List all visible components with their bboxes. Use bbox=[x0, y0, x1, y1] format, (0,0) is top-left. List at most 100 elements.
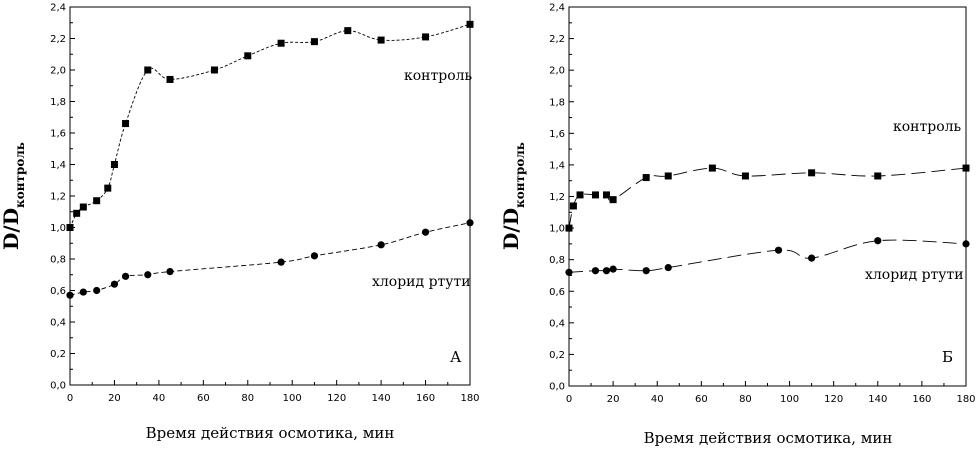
y-tick-label: 1,8 bbox=[549, 97, 565, 108]
data-point-mercury-chloride bbox=[962, 240, 970, 248]
panel-label: А bbox=[450, 348, 462, 366]
annotation-control: контроль bbox=[893, 119, 962, 135]
data-point-mercury-chloride bbox=[144, 271, 152, 279]
y-axis-label-main: D/D bbox=[0, 208, 23, 250]
data-point-control bbox=[377, 36, 385, 44]
y-tick-label: 0,0 bbox=[50, 381, 66, 392]
data-point-control bbox=[122, 120, 130, 128]
data-point-control bbox=[73, 209, 81, 217]
y-tick-label: 2,2 bbox=[549, 34, 565, 45]
data-point-mercury-chloride bbox=[310, 252, 319, 260]
data-point-control bbox=[244, 52, 252, 60]
x-tick-label: 40 bbox=[651, 394, 664, 405]
x-tick-label: 0 bbox=[67, 393, 73, 404]
data-point-control bbox=[642, 174, 650, 182]
plot-frame bbox=[69, 6, 471, 386]
x-tick-label: 20 bbox=[108, 393, 121, 404]
series-line-mercury-chloride bbox=[568, 239, 967, 273]
chart-panel-a: 0,0 0,2 0,4 0,6 0,8 1,0 1,2 1,4 1,6 1,8 2,0 2,2 2,4 0… bbox=[0, 3, 480, 443]
y-tick-label: 1,2 bbox=[549, 192, 565, 203]
data-point-control bbox=[79, 203, 87, 211]
annotation-mercury-chloride: хлорид ртути bbox=[865, 267, 964, 283]
x-tick-label: 180 bbox=[460, 393, 479, 404]
data-point-mercury-chloride bbox=[874, 237, 882, 245]
data-point-control bbox=[591, 191, 599, 199]
y-axis-label-sub: контроль bbox=[13, 142, 27, 208]
x-tick-label: 80 bbox=[241, 393, 254, 404]
data-point-control bbox=[104, 184, 112, 192]
y-tick-label: 1,0 bbox=[549, 224, 565, 235]
y-tick-label: 2,0 bbox=[50, 66, 66, 77]
y-tick-label: 1,2 bbox=[50, 192, 66, 203]
x-tick-label: 0 bbox=[566, 394, 572, 405]
data-point-control bbox=[808, 169, 816, 177]
data-point-mercury-chloride bbox=[808, 254, 816, 262]
y-tick-label: 0,4 bbox=[50, 318, 66, 329]
x-tick-label: 60 bbox=[695, 394, 708, 405]
y-tick-label: 0,2 bbox=[50, 349, 66, 360]
y-tick-label: 0,8 bbox=[50, 255, 66, 266]
y-axis-label: D/Dконтроль bbox=[0, 142, 27, 250]
data-point-mercury-chloride bbox=[466, 219, 474, 227]
plot-frame bbox=[568, 6, 967, 387]
x-tick-label: 100 bbox=[283, 393, 302, 404]
data-point-mercury-chloride bbox=[79, 288, 87, 296]
x-tick-label: 120 bbox=[327, 393, 346, 404]
annotation-control: контроль bbox=[404, 68, 473, 84]
data-point-mercury-chloride bbox=[421, 228, 430, 236]
x-tick-label: 140 bbox=[372, 393, 391, 404]
data-point-control bbox=[962, 164, 970, 172]
x-tick-label: 40 bbox=[153, 393, 166, 404]
data-point-control bbox=[874, 172, 882, 180]
y-tick-label: 2,4 bbox=[50, 3, 66, 14]
data-point-mercury-chloride bbox=[642, 267, 650, 275]
y-tick-label: 1,6 bbox=[50, 129, 66, 140]
y-tick-label: 2,2 bbox=[50, 34, 66, 45]
data-point-control bbox=[277, 39, 285, 47]
y-tick-label: 0,0 bbox=[549, 382, 565, 393]
data-point-control bbox=[144, 66, 152, 74]
data-point-control bbox=[166, 75, 174, 83]
data-point-control bbox=[708, 164, 716, 172]
y-tick-label: 1,4 bbox=[50, 160, 66, 171]
x-axis-label: Время действия осмотика, мин bbox=[644, 429, 893, 447]
data-point-control bbox=[565, 224, 573, 232]
y-tick-label: 0,6 bbox=[549, 287, 565, 298]
x-axis-label: Время действия осмотика, мин bbox=[146, 424, 395, 442]
data-point-control bbox=[344, 27, 352, 35]
chart-panel-b: 0,0 0,2 0,4 0,6 0,8 1,0 1,2 1,4 1,6 1,8 2,0 2,2 2,4 0… bbox=[499, 3, 976, 448]
data-point-control bbox=[66, 224, 74, 231]
y-tick-label: 1,6 bbox=[549, 129, 565, 140]
y-tick-label: 2,4 bbox=[549, 3, 565, 14]
data-point-mercury-chloride bbox=[565, 268, 573, 276]
data-point-mercury-chloride bbox=[93, 286, 101, 295]
x-tick-label: 180 bbox=[956, 394, 975, 405]
data-point-control bbox=[110, 161, 118, 168]
data-point-mercury-chloride bbox=[66, 291, 74, 299]
data-point-mercury-chloride bbox=[277, 258, 285, 266]
data-point-mercury-chloride bbox=[591, 267, 600, 275]
data-point-control bbox=[93, 197, 101, 205]
data-point-control bbox=[310, 38, 318, 46]
data-point-mercury-chloride bbox=[166, 268, 174, 276]
x-tick-label: 80 bbox=[739, 394, 752, 405]
y-tick-label: 1,0 bbox=[50, 223, 66, 234]
y-axis-label-main: D/D bbox=[499, 208, 523, 250]
y-tick-label: 0,4 bbox=[549, 318, 565, 329]
data-point-mercury-chloride bbox=[609, 265, 617, 273]
x-tick-label: 140 bbox=[868, 394, 887, 405]
data-point-control bbox=[664, 172, 672, 180]
y-tick-label: 0,6 bbox=[50, 286, 66, 297]
y-tick-label: 0,2 bbox=[549, 350, 565, 361]
data-point-control bbox=[741, 172, 749, 180]
series-line-control bbox=[568, 167, 967, 229]
data-point-mercury-chloride bbox=[110, 280, 119, 288]
data-point-mercury-chloride bbox=[121, 272, 130, 280]
y-tick-label: 1,8 bbox=[50, 97, 66, 108]
y-tick-label: 0,8 bbox=[549, 255, 565, 266]
panel-label: Б bbox=[942, 348, 953, 366]
y-axis-label: D/Dконтроль bbox=[499, 142, 527, 250]
data-point-control bbox=[576, 191, 584, 199]
data-point-control bbox=[466, 20, 474, 28]
